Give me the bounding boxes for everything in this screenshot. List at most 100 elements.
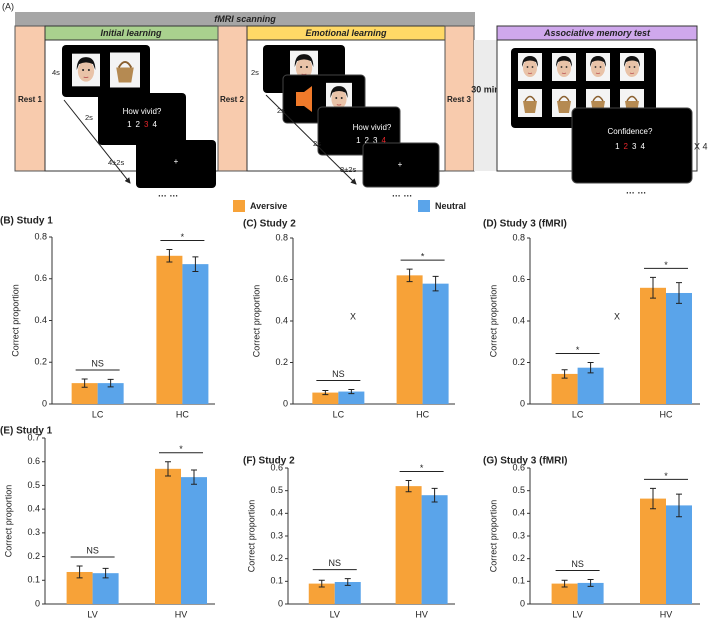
scale-digit: 2 [624,142,629,151]
y-axis-label: Correct proportion [3,485,13,558]
error-bar [107,378,114,388]
bar [97,383,124,404]
y-tick-label: 0.1 [27,575,40,585]
error-bar [166,249,173,263]
scale-digit: 3 [373,136,378,145]
x-tick-label: LC [572,409,584,419]
error-bar [432,275,439,292]
error-bar [318,579,325,588]
y-tick-label: 0.2 [270,553,283,563]
ellipsis: … … [626,185,647,195]
error-bar [322,390,329,396]
x-tick-label: LV [330,609,340,619]
significance-label: NS [91,358,104,368]
face-image [552,52,576,82]
legend-label: Aversive [250,201,287,211]
error-bar [81,378,88,388]
screen [571,107,693,184]
y-tick-label: 0.2 [275,357,288,367]
significance-label: * [421,252,425,262]
y-tick-label: 0.1 [512,576,525,586]
error-bar [344,578,351,586]
error-bar [165,461,171,477]
y-tick-label: 0.4 [512,508,525,518]
y-tick-label: 0.6 [275,274,288,284]
chart-title: (E) Study 1 [0,426,53,437]
fixation: + [174,157,179,166]
x-tick-label: HV [175,609,188,619]
y-tick-label: 0.3 [27,527,40,537]
scale-digit: 2 [365,136,370,145]
scale-digit: 1 [356,136,361,145]
y-axis-label: Correct proportion [10,284,20,357]
y-tick-label: 0.4 [270,508,283,518]
delay-box [474,40,497,171]
object-image [518,88,542,118]
chart-title: (B) Study 1 [0,216,53,227]
y-axis-label: Correct proportion [251,285,261,358]
duration: 4±2s [108,158,124,167]
y-tick-label: 0.6 [512,274,525,284]
error-bar [406,268,413,283]
y-tick-label: 0 [520,398,525,408]
legend-label: Neutral [435,201,466,211]
bar [577,582,604,604]
bar [640,498,666,604]
face-image [620,52,644,82]
phase-title: Emotional learning [305,28,387,38]
y-tick-label: 0.6 [34,273,47,283]
error-bar [431,487,438,503]
bar [396,275,423,404]
significance-label: * [420,463,424,473]
bar [308,583,335,604]
phase-header [496,25,698,41]
rest-label: Rest 2 [220,95,245,104]
duration: 4s [52,68,60,77]
bar [338,391,365,404]
screen [136,140,216,188]
y-tick-label: 0.6 [270,462,283,472]
bar [551,583,578,604]
y-tick-label: 0.7 [27,432,40,442]
bar [312,392,339,404]
face-image [72,53,100,87]
error-bar [561,369,568,379]
significance-label: * [179,444,183,454]
y-tick-label: 0.6 [512,462,525,472]
y-tick-label: 0.8 [512,232,525,242]
question: How vivid? [353,123,392,132]
duration: 2s [85,113,93,122]
x-tick-label: HC [416,409,429,419]
delay-label: 30 min [471,84,500,94]
object-image [110,52,140,88]
y-tick-label: 0.4 [275,315,288,325]
y-tick-label: 0.2 [512,357,525,367]
y-tick-label: 0.6 [27,456,40,466]
y-tick-label: 0.8 [275,232,288,242]
bar [666,505,692,604]
error-bar [650,487,656,510]
fixation: + [398,160,403,169]
note: X [350,311,356,321]
sound-icon [296,86,312,112]
x-tick-label: HV [660,609,673,619]
error-bar [676,282,682,304]
legend-swatch [233,200,245,212]
screen [98,93,186,145]
bar [156,255,183,404]
bar [182,264,209,404]
x-tick-label: HC [176,409,189,419]
y-tick-label: 0.4 [27,504,40,514]
scale-digit: 3 [632,142,637,151]
panel-label: (A) [2,1,14,11]
duration: 8±2s [340,165,356,174]
bar [666,292,692,404]
scale-digit: 1 [615,142,620,151]
error-bar [405,479,412,493]
y-tick-label: 0.5 [512,485,525,495]
bar [71,383,98,404]
face-image [586,52,610,82]
ellipsis: … … [392,188,413,198]
